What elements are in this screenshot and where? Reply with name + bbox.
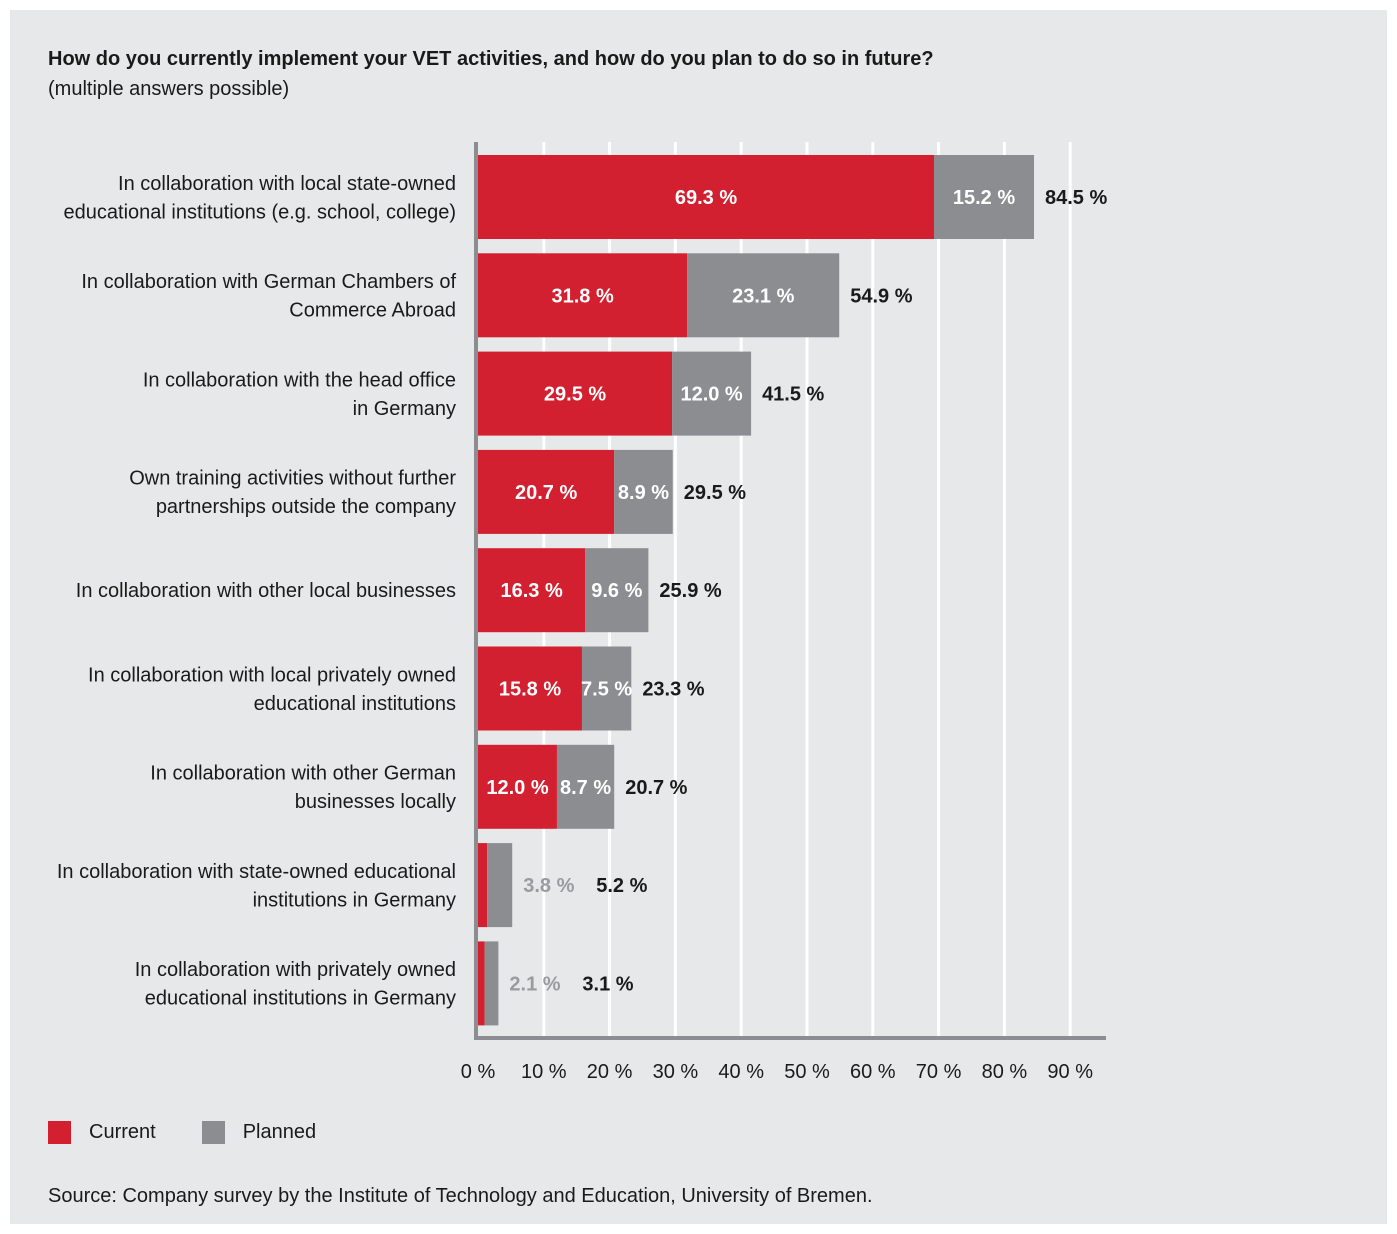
data-label-planned: 9.6 % (591, 580, 642, 602)
data-label-planned: 12.0 % (680, 384, 742, 406)
bar-current (478, 155, 934, 239)
source-note: Source: Company survey by the Institute … (48, 1185, 873, 1207)
data-label-planned: 15.2 % (953, 187, 1015, 209)
data-label-total: 23.3 % (642, 679, 704, 701)
data-label-total: 5.2 % (596, 875, 647, 897)
category-label: businesses locally (295, 791, 456, 813)
category-label: In collaboration with privately owned (135, 959, 456, 981)
category-label: in Germany (353, 398, 456, 420)
category-label: institutions in Germany (253, 889, 456, 911)
data-label-total: 29.5 % (684, 482, 746, 504)
data-label-total: 41.5 % (762, 384, 824, 406)
legend-swatch-planned (201, 1121, 225, 1144)
legend-label-current: Current (89, 1121, 156, 1143)
category-label: Own training activities without further (129, 468, 456, 490)
bar-planned (585, 548, 649, 633)
category-label: partnerships outside the company (156, 496, 456, 518)
data-label-planned: 2.1 % (509, 973, 560, 995)
bar-planned (933, 155, 1035, 239)
data-label-total: 3.1 % (582, 973, 633, 995)
legend-swatch-current (48, 1121, 71, 1144)
bar-planned (687, 253, 840, 338)
data-label-total: 54.9 % (850, 285, 912, 307)
x-tick-label: 90 % (1047, 1061, 1093, 1083)
data-label-planned: 3.8 % (523, 875, 574, 897)
data-label-current: 31.8 % (551, 285, 613, 307)
category-label: In collaboration with German Chambers of (81, 271, 456, 293)
data-label-current: 15.8 % (499, 679, 561, 701)
x-tick-label: 0 % (461, 1061, 496, 1083)
bar-current (478, 548, 586, 633)
legend-label-planned: Planned (242, 1121, 317, 1143)
category-label: In collaboration with other German (150, 763, 456, 785)
legend-item-planned: Planned (201, 1121, 317, 1144)
category-label: Commerce Abroad (289, 300, 456, 322)
x-tick-label: 50 % (784, 1061, 830, 1083)
category-label: In collaboration with state-owned educat… (57, 861, 456, 883)
x-tick-label: 40 % (718, 1061, 764, 1083)
x-tick-label: 10 % (521, 1061, 567, 1083)
data-label-total: 25.9 % (659, 580, 721, 602)
bar-planned (487, 843, 513, 928)
bar-current (478, 351, 673, 436)
category-label: educational institutions (254, 693, 456, 715)
category-label: In collaboration with the head office (143, 369, 456, 391)
data-label-current: 12.0 % (486, 777, 548, 799)
x-tick-label: 60 % (850, 1061, 896, 1083)
legend: Current Planned (48, 1121, 362, 1144)
bar-current (478, 646, 582, 731)
category-label: educational institutions (e.g. school, c… (64, 201, 456, 223)
bar-planned (672, 351, 752, 436)
data-label-total: 84.5 % (1045, 187, 1107, 209)
data-label-current: 20.7 % (515, 482, 577, 504)
legend-item-current: Current (48, 1121, 156, 1144)
bar-planned (581, 646, 632, 731)
x-tick-label: 80 % (982, 1061, 1028, 1083)
data-label-planned: 8.9 % (618, 482, 669, 504)
chart-title: How do you currently implement your VET … (48, 48, 934, 70)
category-label: educational institutions in Germany (145, 988, 456, 1010)
x-tick-label: 30 % (653, 1061, 699, 1083)
x-tick-label: 20 % (587, 1061, 633, 1083)
data-label-current: 16.3 % (500, 580, 562, 602)
data-label-current: 29.5 % (544, 384, 606, 406)
bar-planned (556, 744, 615, 829)
data-label-planned: 23.1 % (732, 285, 794, 307)
data-label-total: 20.7 % (625, 777, 687, 799)
data-label-planned: 7.5 % (581, 679, 632, 701)
data-label-planned: 8.7 % (560, 777, 611, 799)
bar-planned (484, 941, 499, 1026)
data-label-current: 69.3 % (675, 187, 737, 209)
bar-current (478, 941, 485, 1026)
bar-current (478, 253, 688, 338)
bar-current (478, 449, 615, 534)
category-label: In collaboration with local state-owned (118, 173, 456, 195)
chart-subtitle: (multiple answers possible) (48, 78, 290, 100)
bar-current (478, 744, 557, 829)
category-label: In collaboration with other local busine… (76, 580, 456, 602)
x-tick-label: 70 % (916, 1061, 962, 1083)
category-label: In collaboration with local privately ow… (88, 664, 456, 686)
bar-current (478, 843, 488, 928)
bar-planned (614, 449, 673, 534)
